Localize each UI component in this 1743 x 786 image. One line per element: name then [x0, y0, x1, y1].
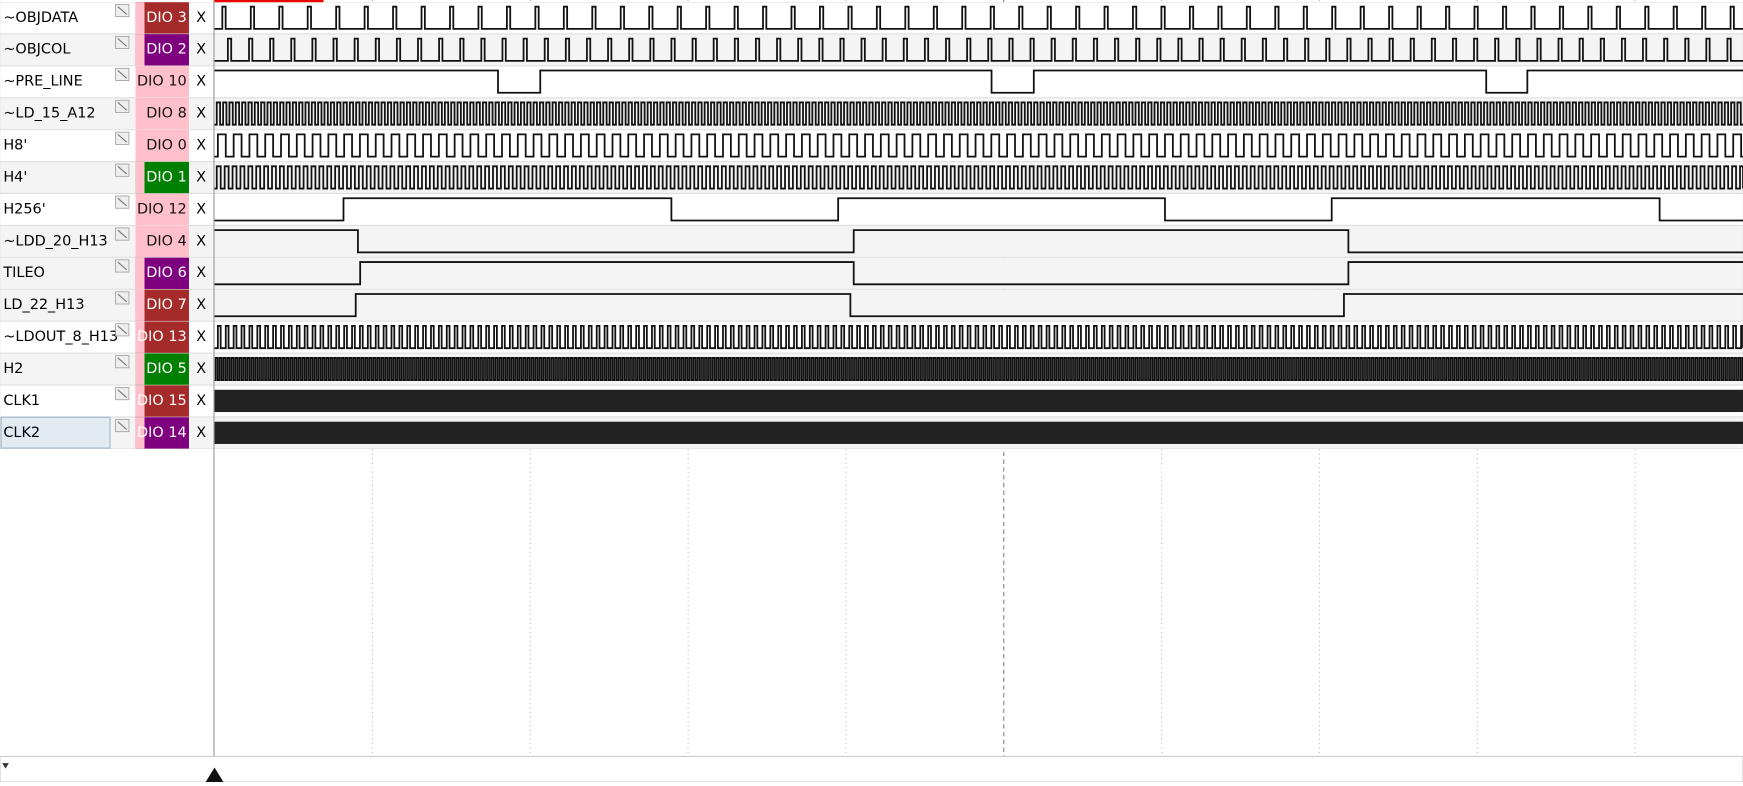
trigger-none[interactable]: X	[196, 265, 206, 281]
channel-label[interactable]: DIO 6	[146, 265, 187, 281]
channel-label-fade	[135, 321, 145, 353]
channel-name[interactable]: H8'	[3, 137, 27, 153]
waveform	[214, 356, 1743, 381]
channel-name[interactable]: H256'	[3, 201, 45, 217]
channel-label-fade	[135, 257, 145, 289]
channel-label[interactable]: DIO 15	[137, 393, 187, 409]
channel-label[interactable]: DIO 14	[137, 425, 187, 441]
trigger-none[interactable]: X	[196, 329, 206, 345]
selected-name	[0, 416, 111, 449]
channel-label-fade	[135, 417, 145, 449]
waveform	[214, 261, 1743, 286]
trigger-none[interactable]: X	[196, 137, 206, 153]
channel-label[interactable]: DIO 7	[146, 297, 187, 313]
channel-label[interactable]: DIO 8	[146, 106, 187, 122]
channel-label[interactable]: DIO 3	[146, 10, 187, 26]
channel-label[interactable]: DIO 4	[146, 233, 187, 249]
channel-icon-mark	[117, 38, 128, 47]
waveform	[214, 325, 1743, 350]
channel-label-fade	[135, 225, 145, 258]
ruler	[0, 755, 1743, 783]
channel-icon-mark	[117, 165, 128, 175]
waveform	[214, 5, 1743, 30]
channel-name[interactable]: ~LDOUT_8_H13	[3, 329, 118, 345]
trigger-none[interactable]: X	[196, 233, 206, 249]
channel-label-fade	[135, 353, 145, 385]
channel-name[interactable]: ~OBJCOL	[3, 42, 70, 58]
waveform	[214, 101, 1743, 126]
channel-label[interactable]: DIO 2	[146, 42, 187, 58]
channel-name[interactable]: LD_22_H13	[3, 297, 84, 313]
channel-icon-mark	[117, 293, 128, 303]
cursor-marker[interactable]	[205, 767, 224, 782]
waveform	[214, 133, 1743, 158]
channel-name[interactable]: H4'	[3, 169, 27, 185]
waveform	[214, 421, 1743, 444]
channel-label-fade	[135, 289, 145, 321]
trigger-none[interactable]: X	[196, 361, 206, 377]
waveform	[214, 165, 1743, 190]
ruler-menu[interactable]	[2, 763, 9, 769]
trigger-none[interactable]: X	[196, 42, 206, 58]
channel-label-fade	[135, 193, 145, 226]
waveform	[214, 37, 1743, 62]
channel-icon-mark	[117, 229, 128, 239]
channel-label-fade	[135, 161, 145, 194]
channel-name[interactable]: ~LDD_20_H13	[3, 233, 107, 249]
channel-label[interactable]: DIO 12	[137, 201, 187, 217]
channel-name[interactable]: CLK2	[3, 425, 40, 441]
trigger-none[interactable]: X	[196, 106, 206, 122]
channel-name[interactable]: ~LD_15_A12	[3, 106, 95, 122]
channel-label[interactable]: DIO 0	[146, 137, 187, 153]
channel-label-fade	[135, 2, 145, 34]
top-marker	[214, 0, 324, 3]
channel-icon-mark	[117, 133, 128, 143]
channel-label[interactable]: DIO 10	[137, 74, 187, 90]
channel-icon-mark	[117, 70, 128, 79]
channel-label[interactable]: DIO 1	[146, 169, 187, 185]
channel-name[interactable]: ~OBJDATA	[3, 10, 78, 26]
channel-icon-mark	[117, 357, 128, 367]
channel-label[interactable]: DIO 5	[146, 361, 187, 377]
channel-label-fade	[135, 98, 145, 130]
channel-name[interactable]: H2	[3, 361, 23, 377]
channel-icon-mark	[117, 261, 128, 271]
trigger-none[interactable]: X	[196, 10, 206, 26]
channel-name[interactable]: ~PRE_LINE	[3, 74, 82, 90]
waveform	[214, 389, 1743, 413]
trigger-none[interactable]: X	[196, 393, 206, 409]
channel-icon-mark	[117, 197, 128, 207]
trigger-none[interactable]: X	[196, 201, 206, 217]
trigger-none[interactable]: X	[196, 74, 206, 90]
channel-label-fade	[135, 385, 145, 417]
waveform	[214, 69, 1743, 94]
channel-icon-mark	[117, 389, 128, 398]
channel-label-fade	[135, 129, 145, 162]
trigger-none[interactable]: X	[196, 169, 206, 185]
channel-icon-mark	[117, 421, 128, 430]
channel-label-fade	[135, 34, 145, 66]
trigger-none[interactable]: X	[196, 425, 206, 441]
waveform	[214, 197, 1743, 222]
channel-name[interactable]: TILEO	[2, 265, 45, 281]
channel-name[interactable]: CLK1	[3, 393, 40, 409]
channel-icon-mark	[117, 102, 128, 111]
waveform	[214, 293, 1743, 318]
channel-icon-mark	[117, 325, 128, 335]
channel-icon-mark	[117, 6, 128, 15]
channel-label-fade	[135, 66, 145, 98]
waveform	[214, 229, 1743, 254]
channel-label[interactable]: DIO 13	[137, 329, 187, 345]
trigger-none[interactable]: X	[196, 297, 206, 313]
